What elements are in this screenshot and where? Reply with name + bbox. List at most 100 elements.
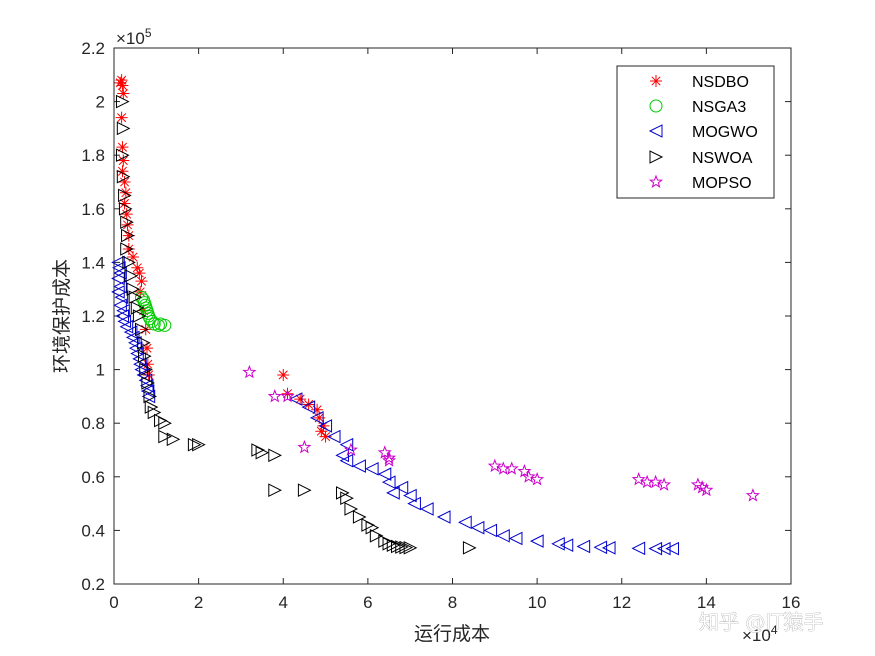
nswoa-point bbox=[382, 536, 397, 551]
y-axis-label: 环境保护成本 bbox=[51, 259, 73, 373]
mopso-point bbox=[242, 364, 257, 379]
nsdbo-point bbox=[313, 411, 326, 424]
mogwo-point bbox=[288, 392, 303, 406]
legend-marker-nsga3 bbox=[649, 99, 663, 113]
nswoa-point bbox=[132, 309, 147, 323]
nswoa-point bbox=[115, 94, 130, 109]
y-exponent-power: 5 bbox=[145, 26, 152, 40]
mopso-point bbox=[504, 461, 519, 475]
mogwo-point bbox=[576, 539, 591, 554]
nsdbo-point bbox=[118, 197, 131, 210]
nsdbo-point bbox=[141, 342, 154, 355]
mopso-point bbox=[377, 445, 392, 459]
nswoa-point bbox=[121, 228, 135, 243]
y-tick-label: 1.8 bbox=[81, 146, 105, 165]
mopso-point bbox=[267, 388, 282, 403]
nswoa-point bbox=[144, 400, 159, 414]
series-nswoa bbox=[115, 94, 477, 555]
nsga3-point bbox=[158, 318, 172, 332]
mopso-point bbox=[521, 469, 536, 483]
mogwo-point bbox=[648, 541, 663, 556]
mogwo-point bbox=[113, 266, 127, 280]
nsdbo-point bbox=[122, 229, 135, 242]
mogwo-point bbox=[381, 475, 396, 489]
nswoa-point bbox=[115, 148, 130, 163]
y-tick-label: 0.4 bbox=[81, 521, 105, 540]
mopso-point bbox=[487, 458, 502, 473]
y-exponent-base: ×10 bbox=[116, 29, 145, 48]
nswoa-point bbox=[116, 169, 131, 184]
mogwo-point bbox=[483, 523, 498, 538]
nswoa-point bbox=[158, 429, 172, 444]
data-points bbox=[111, 74, 760, 556]
x-exponent-base: ×10 bbox=[742, 626, 771, 645]
mogwo-point bbox=[114, 290, 129, 305]
series-mopso bbox=[242, 364, 760, 502]
nsdbo-point bbox=[315, 425, 328, 438]
x-exponent-power: 4 bbox=[771, 623, 778, 637]
nsdbo-point bbox=[116, 165, 129, 178]
mopso-point bbox=[343, 442, 359, 457]
nswoa-point bbox=[335, 486, 350, 500]
nswoa-point bbox=[369, 528, 384, 543]
nswoa-point bbox=[130, 301, 145, 315]
nsdbo-point bbox=[139, 323, 152, 336]
mogwo-point bbox=[326, 429, 341, 444]
nswoa-point bbox=[126, 282, 141, 297]
nsdbo-point bbox=[116, 79, 129, 92]
nswoa-point bbox=[378, 534, 392, 548]
mopso-point bbox=[530, 472, 545, 486]
mogwo-point bbox=[386, 486, 400, 500]
mogwo-point bbox=[403, 488, 417, 503]
mogwo-point bbox=[116, 303, 130, 318]
nsdbo-point bbox=[317, 419, 330, 432]
mogwo-point bbox=[394, 480, 409, 495]
nswoa-point bbox=[192, 437, 206, 452]
axis-ticks: 0 2 4 6 8 10 12 14 16 0.2 0.4 0.6 0.8 1 1.2 1.4 1.6 1.8 2 2… bbox=[81, 39, 800, 612]
legend-label-nswoa: NSWOA bbox=[692, 150, 753, 167]
mogwo-point bbox=[559, 538, 574, 552]
nswoa-point bbox=[137, 335, 151, 350]
nswoa-point bbox=[141, 376, 155, 390]
legend-label-mopso: MOPSO bbox=[692, 175, 752, 192]
mogwo-point bbox=[352, 459, 366, 473]
y-tick-label: 1.6 bbox=[81, 200, 105, 219]
mogwo-point bbox=[458, 515, 472, 530]
mogwo-point bbox=[339, 453, 354, 468]
mogwo-point bbox=[656, 541, 671, 556]
mogwo-point bbox=[301, 400, 316, 414]
mogwo-point bbox=[111, 285, 125, 299]
mogwo-point bbox=[436, 510, 451, 524]
nswoa-point bbox=[139, 362, 153, 377]
x-axis-label: 运行成本 bbox=[414, 623, 490, 645]
mogwo-point bbox=[496, 528, 510, 543]
legend: NSDBO NSGA3 MOGWO NSWOA MOPSO bbox=[616, 65, 775, 199]
y-tick-label: 0.8 bbox=[81, 414, 105, 433]
mogwo-point bbox=[470, 520, 485, 535]
legend-label-nsga3: NSGA3 bbox=[692, 99, 746, 116]
x-tick-label: 4 bbox=[279, 593, 288, 612]
nsdbo-point bbox=[117, 87, 130, 100]
nswoa-point bbox=[122, 255, 136, 270]
mopso-point bbox=[699, 482, 714, 497]
nswoa-point bbox=[187, 437, 202, 452]
y-tick-label: 1.2 bbox=[81, 307, 105, 326]
y-tick-label: 2.2 bbox=[81, 39, 105, 58]
mopso-point bbox=[745, 488, 760, 502]
nswoa-point bbox=[340, 491, 354, 506]
x-tick-label: 14 bbox=[697, 593, 716, 612]
legend-markers bbox=[648, 75, 664, 189]
mogwo-point bbox=[119, 319, 134, 334]
mogwo-point bbox=[601, 541, 616, 555]
legend-marker-nsdbo bbox=[650, 75, 662, 87]
mogwo-point bbox=[508, 531, 523, 546]
nsdbo-point bbox=[118, 176, 131, 188]
nswoa-point bbox=[137, 349, 152, 364]
mopso-point bbox=[631, 472, 646, 486]
nswoa-point bbox=[116, 121, 131, 136]
mopso-point bbox=[517, 464, 532, 478]
nswoa-point bbox=[297, 483, 312, 498]
mopso-point bbox=[280, 388, 295, 403]
mogwo-point bbox=[665, 541, 680, 556]
nsdbo-point bbox=[135, 275, 148, 288]
